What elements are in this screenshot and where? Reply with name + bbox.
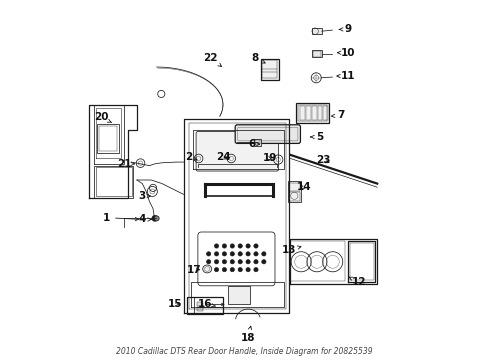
Text: 9: 9 (339, 24, 351, 35)
Text: 23: 23 (316, 155, 330, 165)
Text: 5: 5 (310, 132, 323, 142)
Circle shape (222, 267, 226, 272)
Bar (300, 107, 305, 120)
Bar (99, 126, 117, 151)
Text: 4: 4 (138, 215, 151, 224)
Circle shape (245, 260, 250, 264)
Circle shape (152, 216, 158, 221)
Circle shape (253, 244, 258, 248)
Bar (311, 107, 316, 120)
Text: 18: 18 (241, 326, 255, 343)
Bar (323, 107, 327, 120)
Text: 8: 8 (251, 53, 264, 63)
Circle shape (230, 244, 234, 248)
Text: 12: 12 (348, 277, 366, 287)
Bar (296, 103, 328, 123)
Bar (254, 139, 261, 145)
Circle shape (214, 260, 218, 264)
Text: 22: 22 (203, 53, 221, 67)
Bar (312, 51, 321, 57)
Bar (262, 60, 277, 78)
Bar (288, 183, 299, 191)
Circle shape (253, 252, 258, 256)
Text: 2: 2 (185, 152, 197, 162)
Circle shape (230, 252, 234, 256)
FancyBboxPatch shape (196, 132, 278, 171)
Circle shape (261, 252, 265, 256)
Text: 7: 7 (331, 111, 345, 121)
Bar (311, 50, 321, 57)
Circle shape (261, 260, 265, 264)
Text: 15: 15 (167, 299, 182, 309)
Circle shape (253, 260, 258, 264)
Text: 21: 21 (117, 159, 134, 169)
Text: 1: 1 (102, 213, 138, 222)
Circle shape (222, 260, 226, 264)
Circle shape (245, 252, 250, 256)
Circle shape (245, 267, 250, 272)
Circle shape (222, 244, 226, 248)
Text: 10: 10 (337, 48, 355, 58)
Circle shape (238, 260, 242, 264)
Circle shape (238, 252, 242, 256)
Bar (197, 307, 203, 311)
Circle shape (238, 267, 242, 272)
Bar (197, 302, 203, 306)
Bar (96, 167, 131, 196)
Bar (288, 192, 299, 201)
FancyBboxPatch shape (235, 125, 300, 143)
Bar (97, 125, 119, 153)
Circle shape (253, 267, 258, 272)
Bar (298, 105, 326, 121)
Bar (317, 107, 322, 120)
Text: 17: 17 (186, 265, 201, 275)
Text: 16: 16 (198, 299, 215, 309)
Ellipse shape (203, 265, 211, 273)
Circle shape (206, 260, 210, 264)
Circle shape (230, 260, 234, 264)
Bar (228, 286, 249, 304)
Text: 24: 24 (215, 152, 230, 162)
Text: 20: 20 (94, 112, 111, 122)
Text: 13: 13 (282, 245, 301, 255)
Bar (305, 107, 310, 120)
Circle shape (214, 244, 218, 248)
Text: 6: 6 (247, 139, 259, 149)
Circle shape (245, 244, 250, 248)
Circle shape (230, 267, 234, 272)
Circle shape (214, 252, 218, 256)
Circle shape (154, 216, 159, 221)
Bar (287, 181, 301, 202)
Text: 19: 19 (262, 153, 276, 163)
Text: 11: 11 (336, 71, 355, 81)
Circle shape (206, 252, 210, 256)
Text: 14: 14 (296, 182, 310, 192)
Circle shape (222, 252, 226, 256)
Bar (260, 59, 278, 80)
Bar (255, 140, 260, 144)
Text: 3: 3 (139, 191, 150, 201)
Circle shape (214, 267, 218, 272)
Bar (187, 297, 223, 315)
Text: 2010 Cadillac DTS Rear Door Handle, Inside Diagram for 20825539: 2010 Cadillac DTS Rear Door Handle, Insi… (116, 347, 372, 356)
Circle shape (238, 244, 242, 248)
Bar (311, 28, 321, 35)
